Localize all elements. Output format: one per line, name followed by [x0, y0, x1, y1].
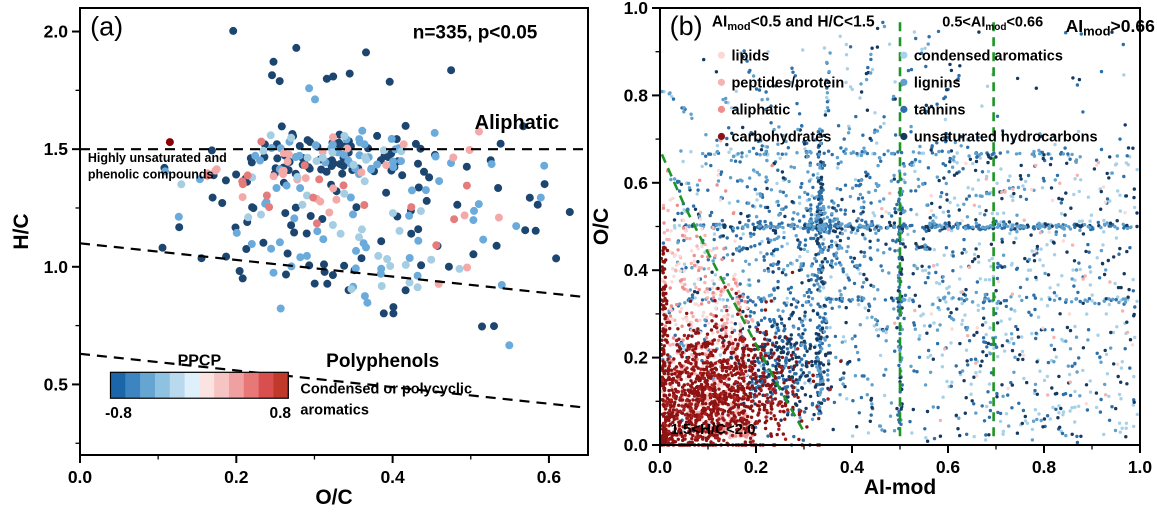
y-tick-label: 0.4 [624, 260, 649, 280]
region-label: aromatics [300, 403, 369, 419]
legend-marker-navy [900, 132, 908, 141]
x-tick-label: 0.4 [840, 457, 865, 477]
colorbar-segment [184, 372, 200, 399]
y-tick-label: 0.8 [624, 85, 649, 105]
y-tick-label: 1.0 [44, 257, 69, 277]
x-tick-label: 0.8 [1032, 457, 1057, 477]
legend-label: lipids [731, 48, 769, 64]
colorbar-segment [125, 372, 141, 399]
y-tick-label: 1.5 [44, 139, 69, 159]
legend-marker-lignin [900, 78, 908, 86]
colorbar-min-label: -0.8 [105, 405, 132, 422]
legend-label: peptides/protein [731, 76, 844, 92]
x-axis-label: AI-mod [864, 476, 936, 499]
region-label: Aliphatic [475, 112, 559, 134]
region-label: phenolic compounds [88, 168, 214, 182]
legend-label: carbohydrates [731, 130, 831, 146]
colorbar-segment [258, 372, 274, 399]
panel-panel_a: PPCP -0.8 0.8 Aliphatic Highly unsaturated a… [10, 7, 589, 509]
colorbar: PPCP -0.8 0.8 [105, 352, 291, 422]
unsaturated-boundary-line [79, 242, 589, 299]
annotation: 1.5<H/C<2.0 [671, 421, 756, 438]
scatter-points [158, 26, 574, 350]
axes: 0.0 0.2 0.4 0.6 0.8 1.0 0.0 0.2 0.4 0.6 0.8 1.0 AI-m… [590, 0, 1152, 499]
colorbar-segment [214, 372, 230, 399]
colorbar-segment [140, 372, 156, 399]
points-pink [203, 127, 503, 288]
points-lightpink [660, 139, 1130, 447]
legend-label: aliphatic [731, 103, 790, 119]
colorbar-segment [199, 372, 215, 399]
region-label: Condensed or polycyclic [300, 381, 472, 397]
x-tick-label: 0.2 [224, 467, 249, 487]
legend-label: condensed aromatics [914, 48, 1063, 64]
x-tick-label: 0.4 [380, 467, 405, 487]
x-tick-label: 0.0 [68, 467, 93, 487]
colorbar-segment [169, 372, 186, 399]
hc-boundary-curve [660, 153, 806, 433]
annotation: 0.5<AImod<0.66 [942, 14, 1043, 33]
legend-marker-lightpink [717, 78, 726, 86]
legend-marker-darkred [717, 132, 726, 141]
plot-frame [79, 7, 589, 456]
points-pale [177, 131, 464, 294]
colorbar-segment [110, 372, 126, 399]
points-rose [203, 137, 471, 250]
points-red2 [660, 285, 832, 447]
x-axis-label: O/C [315, 486, 352, 509]
panel-label: (b) [670, 11, 703, 41]
colorbar-segment [229, 372, 245, 399]
axes: 0.0 0.2 0.4 0.6 0.5 1.0 1.5 2.0 O/C H/C [10, 7, 589, 509]
annotation: n=335, p<0.05 [413, 22, 538, 43]
colorbar-max-label: 0.8 [269, 405, 291, 422]
colorbar-title: PPCP [178, 352, 222, 369]
legend: lipids peptides/protein aliphatic carbohydr… [717, 48, 1098, 146]
x-tick-label: 0.0 [648, 457, 673, 477]
legend-marker-lightblue [900, 51, 908, 59]
region-label: Polyphenols [326, 351, 439, 372]
points-lignin [660, 24, 1133, 442]
x-tick-label: 1.0 [1128, 457, 1153, 477]
y-tick-label: 1.0 [624, 0, 649, 18]
colorbar-segment [273, 372, 289, 399]
legend-marker-salmon [717, 105, 726, 113]
y-tick-label: 2.0 [44, 22, 69, 42]
legend-label: unsaturated hydrocarbons [914, 130, 1098, 146]
y-axis-label: H/C [10, 213, 33, 249]
legend-marker-palepink [717, 51, 726, 59]
x-tick-label: 0.2 [744, 457, 769, 477]
y-tick-label: 0.5 [44, 374, 69, 394]
y-axis-label: O/C [590, 208, 613, 245]
polyphenol-boundary-line [79, 352, 589, 409]
y-tick-label: 0.6 [624, 173, 649, 193]
y-tick-label: 0.2 [624, 348, 649, 368]
panel-label: (a) [90, 12, 123, 42]
region-label: Highly unsaturated and [88, 151, 227, 165]
y-tick-label: 0.0 [624, 435, 649, 455]
annotation: AImod<0.5 and H/C<1.5 [712, 13, 875, 33]
colorbar-frame [109, 371, 289, 399]
x-tick-label: 0.6 [537, 467, 562, 487]
legend-label: tannins [914, 103, 966, 119]
legend-label: lignins [914, 76, 961, 92]
panel-panel_b: AImod<0.5 and H/C<1.5 0.5<AImod<0.66 AImod… [590, 0, 1155, 499]
colorbar-segment [243, 372, 260, 399]
x-tick-label: 0.6 [936, 457, 961, 477]
legend-marker-tannin [900, 105, 908, 113]
point-extra [165, 138, 174, 147]
colorbar-segment [154, 372, 171, 399]
annotation: AImod>0.66 [1066, 16, 1156, 39]
